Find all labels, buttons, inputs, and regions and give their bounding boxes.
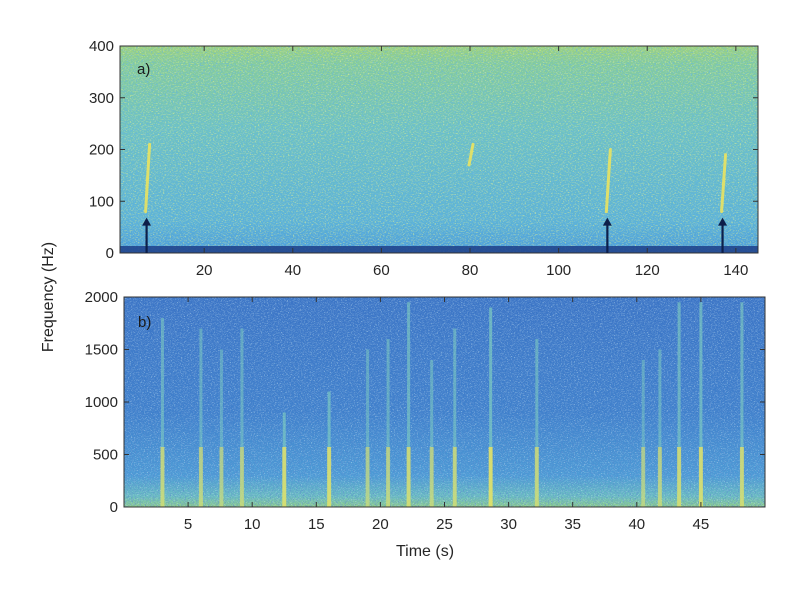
broadband-streak (386, 339, 390, 507)
x-tick-label: 35 (564, 516, 581, 533)
panel-b-x-axis: 5 10 15 20 25 30 35 40 45 (184, 297, 709, 533)
broadband-streak-base (488, 447, 493, 507)
y-tick-label: 400 (89, 38, 114, 55)
x-axis-label: Time (s) (396, 543, 454, 560)
broadband-streak (677, 302, 681, 507)
panel-a-low-band (120, 246, 758, 253)
y-tick-label: 0 (106, 245, 114, 262)
broadband-streak (453, 328, 457, 507)
panel-a: 0 100 200 300 400 20 40 60 80 100 120 140 a) (89, 38, 759, 279)
broadband-streak (407, 302, 411, 507)
panel-a-noise-light (120, 46, 758, 253)
panel-a-y-axis: 0 100 200 300 400 (89, 38, 758, 262)
broadband-streak (430, 360, 434, 507)
chirp-streak (144, 142, 152, 214)
arrow-head (142, 217, 152, 226)
x-tick-label: 10 (244, 516, 261, 533)
x-tick-label: 40 (284, 262, 301, 279)
x-tick-label: 100 (546, 262, 571, 279)
broadband-streak (199, 328, 203, 507)
x-tick-label: 40 (628, 516, 645, 533)
broadband-streak (699, 302, 703, 507)
y-tick-label: 200 (89, 142, 114, 159)
y-tick-label: 0 (110, 499, 118, 516)
broadband-streak-base (160, 447, 165, 507)
panel-a-arrows (142, 217, 728, 253)
x-tick-label: 140 (723, 262, 748, 279)
broadband-streak (641, 360, 645, 507)
panel-a-x-axis: 20 40 60 80 100 120 140 (196, 46, 748, 279)
x-tick-label: 45 (693, 516, 710, 533)
panel-b: 0 500 1000 1500 2000 5 10 15 20 25 30 35 40 45 b) (85, 289, 766, 533)
y-tick-label: 1500 (85, 342, 118, 359)
broadband-streak-base (739, 447, 744, 507)
x-tick-label: 25 (436, 516, 453, 533)
y-tick-label: 2000 (85, 289, 118, 306)
broadband-streak (160, 318, 164, 507)
broadband-streak (740, 302, 744, 507)
panel-a-label: a) (137, 61, 150, 78)
broadband-streak-base (657, 447, 662, 507)
broadband-streak-base (452, 447, 457, 507)
panel-a-plot-area (120, 46, 758, 253)
arrow-head (602, 217, 612, 226)
broadband-streak-base (239, 447, 244, 507)
chirp-streak (604, 148, 612, 214)
broadband-streak (366, 349, 370, 507)
y-tick-label: 100 (89, 193, 114, 210)
y-tick-label: 300 (89, 90, 114, 107)
broadband-streak-base (406, 447, 411, 507)
broadband-streak-base (429, 447, 434, 507)
panel-b-features (160, 302, 744, 507)
broadband-streak-base (698, 447, 703, 507)
panel-b-y-axis: 0 500 1000 1500 2000 (85, 289, 765, 516)
broadband-streak (489, 307, 493, 507)
x-tick-label: 5 (184, 516, 192, 533)
panel-b-plot-area (124, 297, 765, 507)
y-tick-label: 500 (93, 447, 118, 464)
broadband-streak-base (198, 447, 203, 507)
broadband-streak (219, 349, 223, 507)
x-tick-label: 15 (308, 516, 325, 533)
broadband-streak-base (534, 447, 539, 507)
broadband-streak (658, 349, 662, 507)
x-tick-label: 30 (500, 516, 517, 533)
broadband-streak (240, 328, 244, 507)
broadband-streak-base (386, 447, 391, 507)
x-tick-label: 80 (462, 262, 479, 279)
x-tick-label: 20 (372, 516, 389, 533)
panel-a-features (144, 142, 728, 214)
x-tick-label: 20 (196, 262, 213, 279)
broadband-streak-base (282, 447, 287, 507)
panel-b-label: b) (138, 314, 151, 331)
x-tick-label: 120 (635, 262, 660, 279)
broadband-streak-base (365, 447, 370, 507)
chirp-streak (720, 153, 728, 214)
broadband-streak-base (327, 447, 332, 507)
broadband-streak-base (641, 447, 646, 507)
broadband-streak (535, 339, 539, 507)
y-axis-label: Frequency (Hz) (40, 242, 57, 352)
chirp-streak (467, 142, 475, 167)
broadband-streak-base (219, 447, 224, 507)
arrow-head (718, 217, 728, 226)
y-tick-label: 1000 (85, 394, 118, 411)
broadband-streak-base (677, 447, 682, 507)
x-tick-label: 60 (373, 262, 390, 279)
